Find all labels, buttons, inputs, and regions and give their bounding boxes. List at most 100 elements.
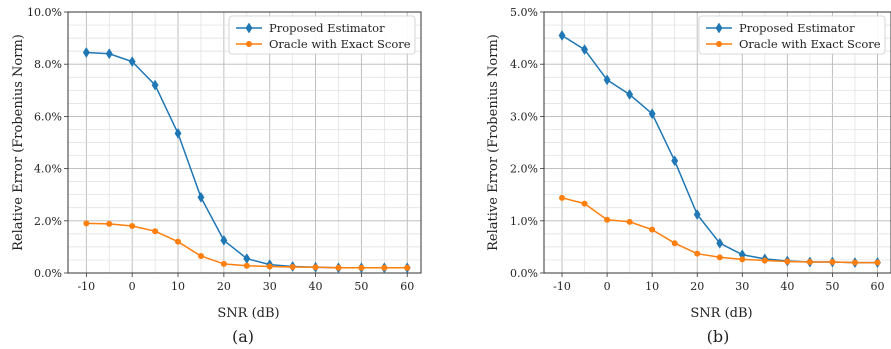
y-tick-label: 8.0% bbox=[34, 58, 62, 71]
data-point bbox=[151, 79, 159, 91]
legend-label: Proposed Estimator bbox=[739, 21, 855, 35]
y-tick-label: 6.0% bbox=[34, 110, 62, 123]
data-point bbox=[829, 259, 836, 266]
legend-marker bbox=[716, 41, 722, 47]
data-point bbox=[558, 30, 566, 41]
x-tick-label: 10 bbox=[171, 280, 185, 293]
x-tick-label: 30 bbox=[735, 280, 749, 293]
data-point bbox=[105, 48, 113, 60]
data-point bbox=[220, 260, 227, 267]
data-point bbox=[129, 223, 136, 230]
data-point bbox=[851, 259, 858, 266]
axes-frame bbox=[67, 11, 422, 274]
x-tick-label: 50 bbox=[825, 280, 839, 293]
y-tick-label: 0.0% bbox=[510, 267, 538, 280]
data-point bbox=[693, 209, 701, 220]
y-tick-label: 2.0% bbox=[34, 215, 62, 228]
data-point bbox=[128, 56, 136, 68]
x-tick-label: 40 bbox=[780, 280, 794, 293]
data-point bbox=[358, 264, 365, 271]
legend-label: Oracle with Exact Score bbox=[739, 37, 881, 51]
data-point bbox=[671, 155, 679, 167]
chart-caption: (b) bbox=[707, 327, 730, 346]
x-tick-label: 20 bbox=[217, 280, 231, 293]
data-point bbox=[559, 194, 566, 201]
data-point bbox=[312, 264, 319, 271]
data-point bbox=[83, 220, 90, 227]
data-point bbox=[626, 218, 633, 225]
legend-marker bbox=[245, 22, 253, 34]
data-point bbox=[694, 250, 701, 257]
data-point bbox=[648, 108, 656, 120]
legend-marker bbox=[715, 22, 723, 34]
data-point bbox=[174, 127, 182, 139]
data-point bbox=[220, 234, 228, 246]
x-tick-label: 0 bbox=[129, 280, 136, 293]
x-axis-label: SNR (dB) bbox=[217, 306, 279, 321]
grid bbox=[68, 11, 421, 274]
y-tick-label: 4.0% bbox=[34, 163, 62, 176]
x-tick-label: -10 bbox=[553, 280, 571, 293]
data-point bbox=[289, 263, 296, 270]
legend-box bbox=[698, 15, 886, 55]
data-point bbox=[197, 191, 205, 203]
x-tick-label: 30 bbox=[263, 280, 277, 293]
data-point bbox=[335, 264, 342, 271]
y-tick-label: 2.0% bbox=[510, 163, 538, 176]
y-tick-label: 5.0% bbox=[510, 6, 538, 19]
data-point bbox=[716, 254, 723, 261]
x-tick-label: 50 bbox=[354, 280, 368, 293]
data-point bbox=[381, 264, 388, 271]
data-point bbox=[404, 264, 411, 271]
data-point bbox=[761, 257, 768, 264]
legend: Proposed Estimator Oracle with Exact Scor… bbox=[228, 15, 416, 55]
x-tick-label: 0 bbox=[604, 280, 611, 293]
data-point bbox=[243, 262, 250, 269]
x-tick-label: 40 bbox=[309, 280, 323, 293]
data-point bbox=[152, 228, 159, 235]
x-tick-label: 60 bbox=[400, 280, 414, 293]
axes-frame bbox=[543, 11, 891, 274]
data-point bbox=[581, 200, 588, 207]
data-point bbox=[784, 258, 791, 265]
data-point bbox=[266, 263, 273, 270]
series-oracle-exact-score bbox=[559, 194, 881, 266]
y-tick-label: 0.0% bbox=[34, 267, 62, 280]
x-tick-label: 20 bbox=[690, 280, 704, 293]
y-tick-label: 1.0% bbox=[510, 215, 538, 228]
x-tick-label: -10 bbox=[77, 280, 95, 293]
data-point bbox=[626, 89, 634, 100]
chart-b: -10 0 10 20 30 40 50 60 0.0% 1.0% 2.0% 3.0% 4.0% 5.0%… bbox=[486, 6, 891, 346]
chart-a: -10 0 10 20 30 40 50 60 0.0% 2.0% 4.0% 6.0% 8.0% 10.0… bbox=[11, 6, 422, 346]
data-point bbox=[739, 256, 746, 263]
y-tick-label: 3.0% bbox=[510, 110, 538, 123]
x-tick-label: 60 bbox=[870, 280, 884, 293]
data-point bbox=[671, 240, 678, 247]
data-point bbox=[197, 253, 204, 260]
y-tick-label: 4.0% bbox=[510, 58, 538, 71]
legend-marker bbox=[246, 41, 252, 47]
data-point bbox=[243, 253, 251, 265]
data-point bbox=[806, 259, 813, 266]
data-point bbox=[175, 238, 182, 245]
series-oracle-exact-score bbox=[83, 220, 411, 271]
data-point bbox=[649, 226, 656, 233]
y-axis-label: Relative Error (Frobenius Norm) bbox=[11, 34, 26, 251]
data-point bbox=[716, 237, 724, 249]
data-point bbox=[604, 216, 611, 223]
data-point bbox=[603, 74, 611, 86]
legend-box bbox=[228, 15, 416, 55]
data-point bbox=[82, 46, 90, 58]
data-point bbox=[874, 259, 881, 266]
legend-label: Oracle with Exact Score bbox=[269, 37, 411, 51]
chart-caption: (a) bbox=[232, 327, 254, 346]
data-point bbox=[106, 220, 113, 227]
legend-label: Proposed Estimator bbox=[269, 21, 385, 35]
y-axis-label: Relative Error (Frobenius Norm) bbox=[486, 34, 501, 251]
data-point bbox=[581, 44, 589, 56]
y-tick-label: 10.0% bbox=[27, 6, 62, 19]
x-axis-label: SNR (dB) bbox=[690, 306, 752, 321]
x-tick-label: 10 bbox=[645, 280, 659, 293]
legend: Proposed Estimator Oracle with Exact Scor… bbox=[698, 15, 886, 55]
